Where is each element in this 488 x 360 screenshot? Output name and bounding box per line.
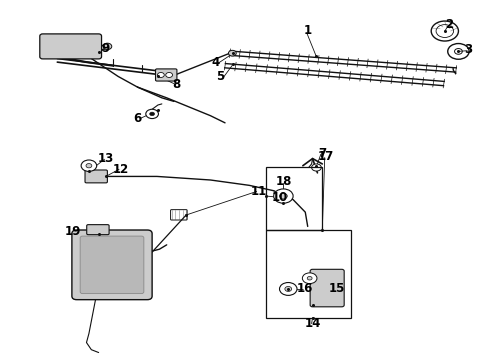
Bar [266,230,351,318]
Circle shape [145,109,158,118]
Text: 14: 14 [304,317,320,330]
Text: 15: 15 [328,283,345,296]
Circle shape [149,112,154,116]
Text: 19: 19 [65,225,81,238]
Text: 12: 12 [112,163,128,176]
Text: 17: 17 [317,150,334,163]
Circle shape [279,193,287,199]
Text: 18: 18 [276,175,292,188]
FancyBboxPatch shape [86,225,109,235]
Text: 16: 16 [296,283,312,296]
Bar [266,167,322,230]
Circle shape [285,287,291,292]
FancyBboxPatch shape [155,69,177,81]
Circle shape [103,43,112,50]
FancyBboxPatch shape [40,34,102,59]
Circle shape [273,189,292,203]
Text: 5: 5 [216,70,224,83]
Text: 4: 4 [211,55,219,69]
Text: 7: 7 [318,147,325,160]
Circle shape [81,160,97,171]
Circle shape [157,72,164,77]
FancyBboxPatch shape [309,269,344,307]
Text: 1: 1 [303,24,311,37]
Text: 2: 2 [444,18,452,31]
Circle shape [311,164,321,171]
Circle shape [279,283,296,296]
Text: 6: 6 [133,112,142,125]
Circle shape [165,72,172,77]
FancyBboxPatch shape [80,236,143,294]
Text: 11: 11 [250,185,266,198]
Text: 9: 9 [102,42,110,55]
Text: 13: 13 [98,152,114,165]
Circle shape [306,276,311,280]
Text: 8: 8 [172,78,180,91]
Text: 3: 3 [463,43,471,56]
Text: 10: 10 [271,191,287,204]
Circle shape [228,50,236,56]
FancyBboxPatch shape [72,230,152,300]
Circle shape [302,273,316,284]
Circle shape [86,163,92,168]
FancyBboxPatch shape [85,170,107,183]
